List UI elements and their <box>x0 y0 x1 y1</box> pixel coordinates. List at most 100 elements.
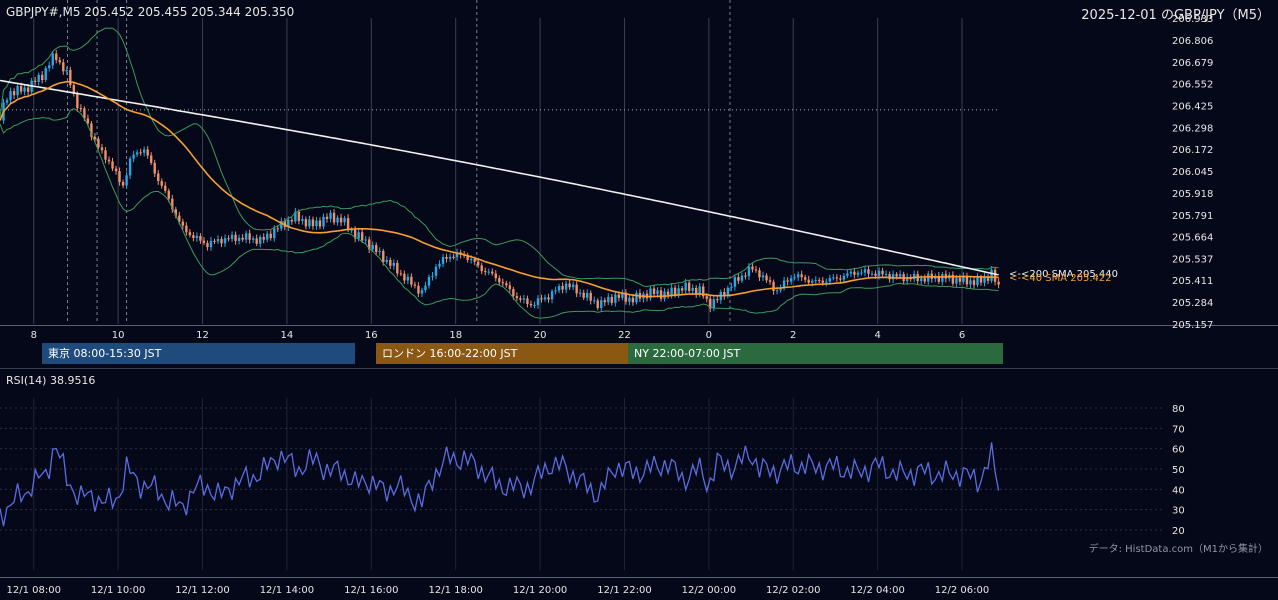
candle-body <box>223 238 227 244</box>
candle-body <box>649 288 652 299</box>
candle-body <box>849 271 853 274</box>
candle-body <box>596 300 599 309</box>
candle-body <box>716 299 719 301</box>
price-y-tick-label: 206.425 <box>1172 102 1213 113</box>
candle-body <box>786 280 789 282</box>
session-london: ロンドン 16:00-22:00 JST <box>376 343 628 364</box>
candle-body <box>772 281 775 291</box>
candle-body <box>842 275 846 280</box>
candle-body <box>353 229 357 239</box>
candle-body <box>251 238 255 240</box>
candle-body <box>656 290 659 295</box>
candle-body <box>737 277 740 281</box>
candle-body <box>9 91 12 101</box>
rsi-y-tick-label: 80 <box>1172 404 1185 415</box>
rsi-x-tick-label: 12/1 22:00 <box>597 585 651 596</box>
candle-body <box>533 304 536 306</box>
candle-body <box>821 280 824 283</box>
price-y-tick-label: 205.411 <box>1172 276 1213 287</box>
candle-body <box>396 262 399 274</box>
candle-body <box>399 273 403 275</box>
candle-body <box>248 233 251 240</box>
candle-body <box>877 270 881 276</box>
candle-body <box>315 220 318 227</box>
candle-body <box>48 65 51 69</box>
candle-body <box>775 290 779 292</box>
price-x-tick-label: 8 <box>31 330 37 341</box>
candle-body <box>79 108 83 110</box>
candle-body <box>350 229 353 231</box>
candle-body <box>455 252 459 258</box>
chart-title: 2025-12-01 のGBP/JPY（M5） <box>1081 8 1270 23</box>
candles <box>2 50 1000 313</box>
candle-body <box>804 277 807 280</box>
price-y-tick-label: 205.537 <box>1172 255 1213 266</box>
candle-body <box>691 288 694 291</box>
candle-body <box>870 273 874 275</box>
candle-body <box>628 297 631 302</box>
candle-body <box>695 288 698 295</box>
candle-body <box>666 291 670 295</box>
candle-body <box>469 258 473 260</box>
candle-body <box>385 259 388 263</box>
candle-body <box>262 236 265 240</box>
candle-body <box>357 232 360 239</box>
candle-body <box>990 269 993 281</box>
price-y-tick-label: 205.791 <box>1172 211 1213 222</box>
candle-body <box>526 298 529 304</box>
price-y-tick-label: 205.918 <box>1172 189 1213 200</box>
rsi-y-tick-label: 40 <box>1172 485 1185 496</box>
candle-body <box>434 266 438 276</box>
candle-body <box>160 181 163 186</box>
candle-body <box>958 277 962 282</box>
rsi-line <box>0 442 1000 527</box>
candle-body <box>476 261 480 266</box>
price-x-tick-label: 2 <box>790 330 796 341</box>
candle-body <box>564 283 568 290</box>
candle-body <box>287 219 290 228</box>
candle-body <box>536 298 540 305</box>
symbol-info: GBPJPY#,M5 205.452 205.455 205.344 205.3… <box>6 5 295 19</box>
candle-body <box>751 266 754 270</box>
candle-body <box>378 250 381 252</box>
candle-body <box>687 282 691 291</box>
price-y-tick-label: 205.664 <box>1172 233 1213 244</box>
candle-body <box>740 275 744 281</box>
rsi-x-tick-label: 12/1 20:00 <box>513 585 567 596</box>
price-x-tick-label: 12 <box>196 330 209 341</box>
candle-body <box>730 286 733 288</box>
session-ny: NY 22:00-07:00 JST <box>628 343 1003 364</box>
candle-body <box>673 287 677 295</box>
candle-body <box>856 272 860 275</box>
candle-body <box>410 276 413 285</box>
candle-body <box>575 284 578 294</box>
candle-body <box>491 271 494 274</box>
candle-body <box>951 274 955 284</box>
price-y-tick-label: 205.284 <box>1172 298 1213 309</box>
candle-body <box>114 168 118 172</box>
candle-body <box>733 277 737 287</box>
candle-body <box>508 285 512 290</box>
candle-body <box>392 262 396 266</box>
candle-body <box>473 258 476 262</box>
candle-body <box>329 212 332 219</box>
candle-body <box>93 136 97 140</box>
candle-body <box>178 215 181 222</box>
candle-body <box>132 154 135 159</box>
candle-body <box>142 149 146 153</box>
price-y-tick-label: 206.806 <box>1172 36 1213 47</box>
candle-body <box>311 219 315 227</box>
candle-body <box>529 303 533 306</box>
candle-body <box>955 277 958 284</box>
candle-body <box>884 274 888 276</box>
candle-body <box>652 288 656 295</box>
candle-body <box>811 280 814 283</box>
candle-body <box>438 263 441 267</box>
candle-body <box>522 298 526 300</box>
candle-body <box>121 181 125 186</box>
candle-body <box>76 93 79 109</box>
candle-body <box>898 274 902 277</box>
candle-body <box>241 237 244 240</box>
candle-body <box>185 225 188 233</box>
